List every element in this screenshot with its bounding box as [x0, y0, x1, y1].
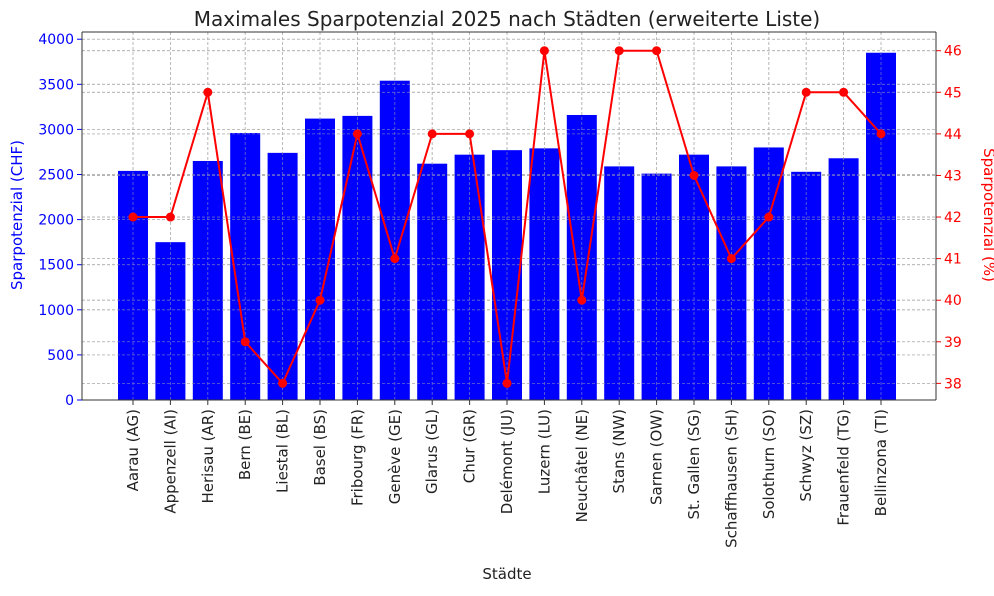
line-point [801, 87, 811, 97]
x-tick-label: Genève (GE) [386, 409, 404, 504]
line-point [502, 378, 512, 388]
y-left-tick-label: 1000 [38, 303, 74, 319]
line-point [390, 254, 400, 264]
line-point [689, 170, 699, 180]
bar [155, 242, 186, 400]
x-tick-label: Fribourg (FR) [348, 409, 366, 506]
bar [118, 170, 148, 400]
line-point [278, 378, 288, 388]
chart-title: Maximales Sparpotenzial 2025 nach Städte… [194, 7, 821, 31]
y-right-tick-label: 39 [944, 335, 962, 351]
x-tick-label: Bellinzona (TI) [872, 409, 890, 516]
y-left-tick-label: 3000 [38, 122, 74, 138]
x-tick-label: St. Gallen (SG) [685, 409, 703, 519]
x-tick-label: Basel (BS) [311, 409, 329, 486]
x-tick-label: Chur (GR) [461, 409, 479, 483]
x-tick-label: Neuchâtel (NE) [573, 409, 591, 522]
x-tick-label: Schaffhausen (SH) [722, 409, 740, 548]
y-right-tick-label: 40 [944, 293, 962, 309]
x-tick-label: Stans (NW) [610, 409, 628, 493]
x-axis-label: Städte [482, 565, 531, 583]
line-point [726, 254, 736, 264]
line-point [315, 295, 325, 305]
line-point [203, 87, 213, 97]
y-left-tick-label: 3500 [38, 77, 74, 93]
line-point [577, 295, 587, 305]
y-right-tick-label: 44 [944, 127, 962, 143]
y-left-tick-label: 4000 [38, 32, 74, 48]
x-tick-label: Sarnen (OW) [648, 409, 666, 505]
y-right-tick-label: 38 [944, 376, 962, 392]
x-tick-label: Herisau (AR) [199, 409, 217, 504]
y-left-tick-label: 1500 [38, 258, 74, 274]
line-point [240, 337, 250, 347]
line-point [465, 129, 475, 139]
line-point [165, 212, 175, 222]
axes: 0 500 1000 1500 2000 2500 3000 3500 4000 38 39 40 41… [38, 31, 962, 548]
y-right-tick-label: 45 [944, 85, 962, 101]
x-tick-label: Appenzell (AI) [161, 409, 179, 514]
line-point [839, 87, 849, 97]
y-right-tick-label: 41 [944, 252, 962, 268]
x-tick-label: Bern (BE) [236, 409, 254, 480]
line-series [128, 46, 886, 388]
x-tick-label: Aarau (AG) [124, 409, 142, 491]
y-axis-right-label: Sparpotenzial (%) [980, 148, 994, 282]
bar [192, 160, 223, 400]
x-tick-label: Glarus (GL) [423, 409, 441, 494]
line-point [427, 129, 437, 139]
line-point [352, 129, 362, 139]
y-axis-left-label: Sparpotenzial (CHF) [8, 140, 26, 290]
x-tick-label: Frauenfeld (TG) [835, 409, 853, 526]
x-tick-label: Solothurn (SO) [760, 409, 778, 519]
y-right-tick-label: 42 [944, 210, 962, 226]
line-point [652, 46, 662, 56]
x-tick-label: Luzern (LU) [535, 409, 553, 494]
line-point [614, 46, 624, 56]
x-tick-label: Delémont (JU) [498, 409, 516, 514]
y-right-tick-label: 43 [944, 168, 962, 184]
x-tick-label: Liestal (BL) [274, 409, 292, 493]
y-right-tick-label: 46 [944, 44, 962, 60]
line-point [876, 129, 886, 139]
bar [791, 171, 822, 400]
y-left-tick-label: 0 [65, 393, 74, 409]
y-left-tick-label: 2500 [38, 168, 74, 184]
line-point [764, 212, 774, 222]
line-point [539, 46, 549, 56]
line-point [128, 212, 138, 222]
y-left-tick-label: 2000 [38, 213, 74, 229]
x-tick-label: Schwyz (SZ) [797, 409, 815, 502]
y-left-tick-label: 500 [47, 348, 74, 364]
